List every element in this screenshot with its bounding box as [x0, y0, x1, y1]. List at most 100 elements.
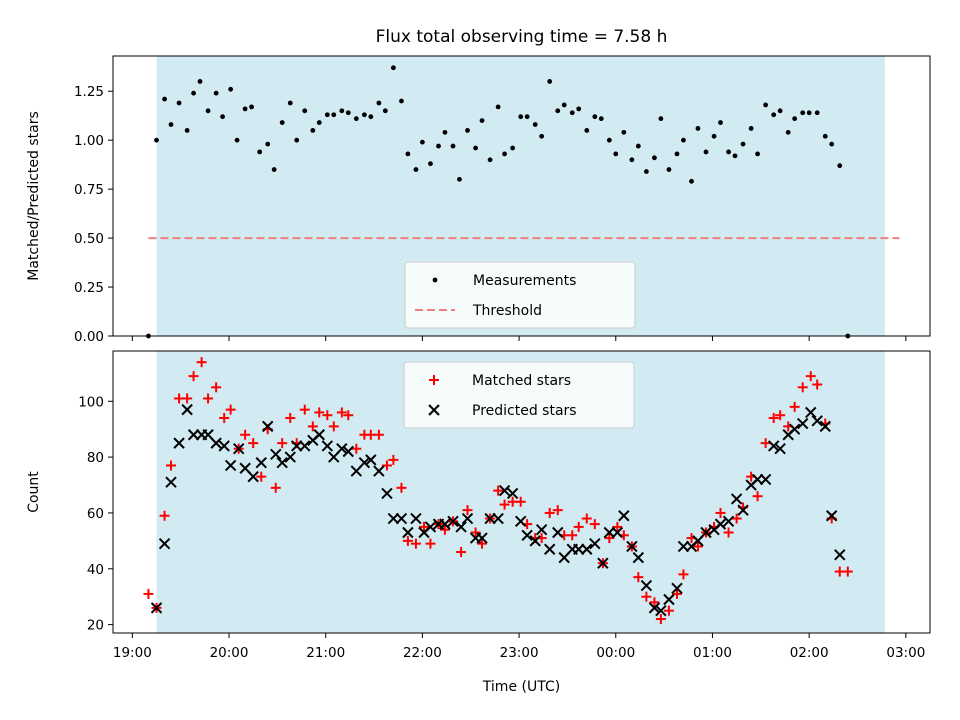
x-b — [529, 535, 541, 547]
y-tick-label: 0.25 — [74, 280, 104, 296]
measurement-point — [518, 114, 524, 120]
matched-star-point — [248, 438, 259, 449]
x-b — [618, 510, 630, 522]
x-b — [498, 484, 511, 497]
predicted-star-point — [150, 602, 163, 614]
matched-star-point — [328, 421, 339, 432]
matched-star-point — [760, 438, 771, 449]
measurement-point — [249, 104, 254, 110]
legend: Measurements Threshold — [404, 261, 636, 329]
legend: Matched stars Predicted stars — [403, 361, 635, 429]
predicted-star-point — [299, 440, 311, 452]
predicted-star-point — [373, 465, 385, 477]
predicted-star-point — [342, 445, 354, 458]
x-b — [455, 521, 467, 533]
x-b — [811, 415, 823, 427]
axes-frame — [112, 350, 931, 634]
measurement-point — [748, 126, 754, 131]
predicted-star-point — [700, 526, 712, 539]
measurement-point — [606, 137, 612, 143]
measurement-point — [265, 141, 271, 147]
predicted-star-point — [788, 423, 801, 435]
x-b — [611, 526, 624, 539]
x-b — [730, 493, 743, 505]
x-b — [535, 523, 548, 536]
measurement-point — [666, 167, 672, 172]
measurement-point — [555, 108, 561, 114]
matched-star-point — [425, 538, 436, 549]
x-tick-label: 00:00 — [596, 645, 635, 661]
predicted-star-point — [261, 420, 274, 433]
measurement-point — [184, 128, 190, 133]
matched-star-point — [196, 357, 207, 368]
measurement-point — [524, 114, 530, 120]
x-b — [321, 440, 334, 452]
measurement-point — [368, 114, 374, 120]
legend-marker-dot — [432, 277, 438, 283]
predicted-star-point — [597, 557, 609, 569]
measurement-point — [316, 120, 322, 125]
measurement-point — [814, 110, 820, 116]
measurement-point — [643, 169, 649, 174]
predicted-star-point — [589, 537, 601, 550]
x-tick-label: 21:00 — [306, 645, 345, 661]
predicted-star-point — [611, 526, 624, 539]
measurement-point — [652, 155, 657, 161]
matched-star-point — [166, 460, 177, 471]
matched-star-point — [182, 393, 193, 404]
x-b — [313, 429, 325, 441]
measurement-point — [390, 65, 396, 71]
chart-title: Flux total observing time = 7.58 h — [376, 27, 668, 47]
matched-star-point — [419, 521, 430, 532]
y-tick-label: 60 — [87, 506, 104, 522]
matched-star-point — [462, 505, 473, 516]
measurement-point — [792, 116, 798, 122]
legend-label: Matched stars — [472, 373, 571, 389]
x-b — [714, 518, 727, 530]
matched-star-point — [581, 513, 592, 524]
axes-frame — [112, 55, 931, 337]
x-tick-label: 20:00 — [210, 645, 249, 661]
predicted-star-point — [336, 443, 348, 455]
matched-star-point — [343, 410, 354, 421]
x-b — [476, 532, 488, 544]
x-b — [737, 504, 749, 516]
matched-star-point — [612, 521, 623, 532]
x-b — [543, 543, 556, 555]
matched-star-point — [641, 591, 652, 602]
x-b — [514, 515, 527, 528]
measurement-point — [777, 108, 783, 114]
measurement-point — [450, 143, 456, 149]
measurement-point — [294, 137, 300, 143]
measurement-point — [711, 133, 717, 139]
predicted-star-point — [365, 454, 377, 466]
x-b — [834, 549, 846, 561]
x-tick-label: 01:00 — [693, 645, 732, 661]
matched-star-point — [731, 513, 742, 524]
measurement-point — [621, 129, 627, 135]
x-b — [424, 521, 437, 533]
matched-star-point — [752, 491, 763, 502]
predicted-star-point — [529, 535, 541, 547]
predicted-star-point — [255, 456, 267, 469]
measurement-point — [376, 100, 382, 106]
x-b — [722, 515, 735, 528]
matched-star-point — [552, 505, 563, 516]
x-b — [819, 420, 831, 433]
y-axis-label: Matched/Predicted stars — [26, 111, 42, 281]
measurement-point — [287, 100, 293, 106]
y-axis-label: Count — [26, 471, 42, 513]
predicted-star-point — [819, 420, 831, 433]
x-b — [165, 476, 177, 488]
measurement-point — [718, 120, 723, 125]
x-b — [381, 487, 393, 500]
matched-star-point — [649, 597, 660, 608]
x-b — [648, 602, 661, 614]
measurement-point — [213, 90, 219, 96]
matched-star-point — [477, 538, 488, 549]
x-b — [365, 454, 377, 466]
measurement-point — [629, 157, 635, 163]
predicted-star-point — [640, 579, 653, 592]
x-axis-label: Time (UTC) — [482, 679, 560, 695]
predicted-star-point — [506, 487, 519, 500]
